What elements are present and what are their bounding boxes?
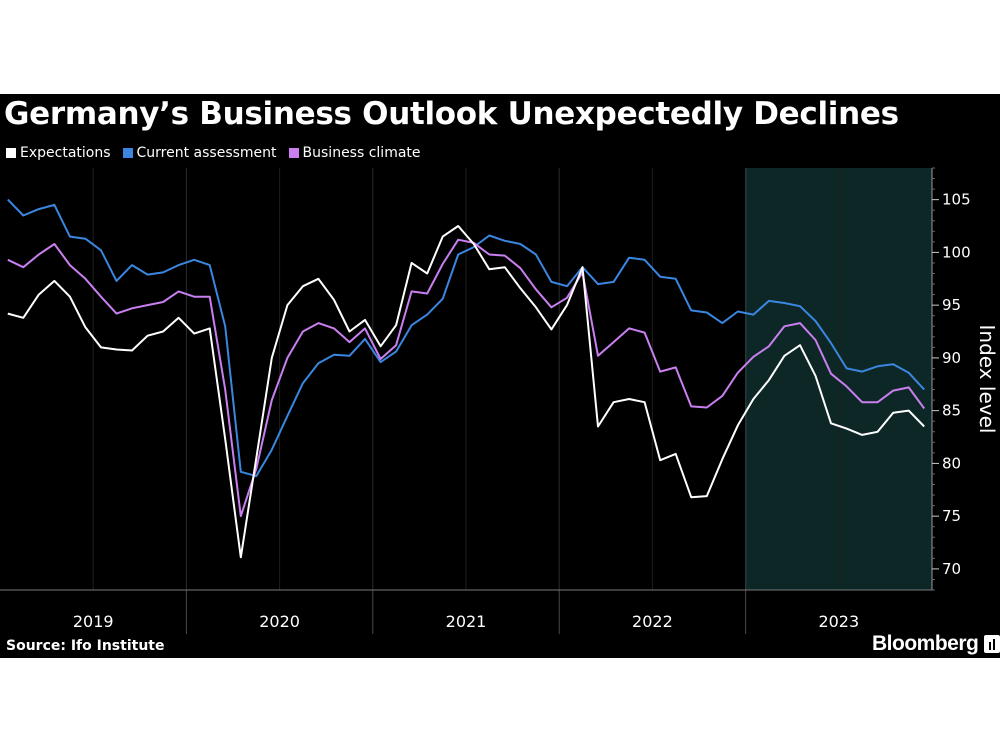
legend-swatch-business-climate [288, 148, 299, 158]
legend-label-current-assessment: Current assessment [136, 145, 277, 161]
series-line-expectations [7, 225, 925, 559]
brand-logo: Bloomberg [872, 632, 1000, 656]
line-chart: 2019 2020 2021 2022 2023 70 75 80 85 90 95 100 105 In… [0, 167, 999, 634]
y-tick-label: 100 [942, 243, 971, 261]
legend-swatch-expectations [6, 148, 16, 158]
brand-name: Bloomberg [872, 632, 979, 655]
legend-item-business-climate: Business climate [288, 145, 421, 161]
series-line-business-climate [7, 238, 926, 518]
legend-item-expectations: Expectations [6, 145, 111, 161]
chart-panel: Germany’s Business Outlook Unexpectedly … [0, 94, 1000, 658]
legend: Expectations Current assessment Business… [6, 144, 421, 162]
chart-title: Germany’s Business Outlook Unexpectedly … [4, 96, 899, 132]
y-tick-label: 75 [942, 507, 961, 525]
y-tick-label: 95 [942, 296, 961, 314]
x-year-label: 2020 [259, 612, 300, 631]
y-tick-label: 105 [942, 191, 971, 209]
y-tick-label: 90 [942, 349, 961, 367]
legend-label-expectations: Expectations [20, 145, 111, 161]
y-tick-label: 80 [942, 454, 961, 472]
legend-swatch-current-assessment [122, 148, 133, 158]
x-year-label: 2021 [446, 612, 487, 631]
y-tick-label: 70 [942, 560, 961, 578]
legend-label-business-climate: Business climate [302, 145, 421, 161]
bloomberg-terminal-icon [984, 635, 1000, 653]
legend-item-current-assessment: Current assessment [122, 145, 277, 161]
series-line-current-assessment [7, 198, 925, 478]
y-tick-label: 85 [942, 402, 961, 420]
x-year-label: 2022 [632, 612, 673, 631]
x-year-label: 2019 [73, 612, 114, 631]
y-axis-title: Index level [975, 325, 999, 434]
source-note: Source: Ifo Institute [6, 638, 165, 654]
x-year-label: 2023 [818, 612, 859, 631]
